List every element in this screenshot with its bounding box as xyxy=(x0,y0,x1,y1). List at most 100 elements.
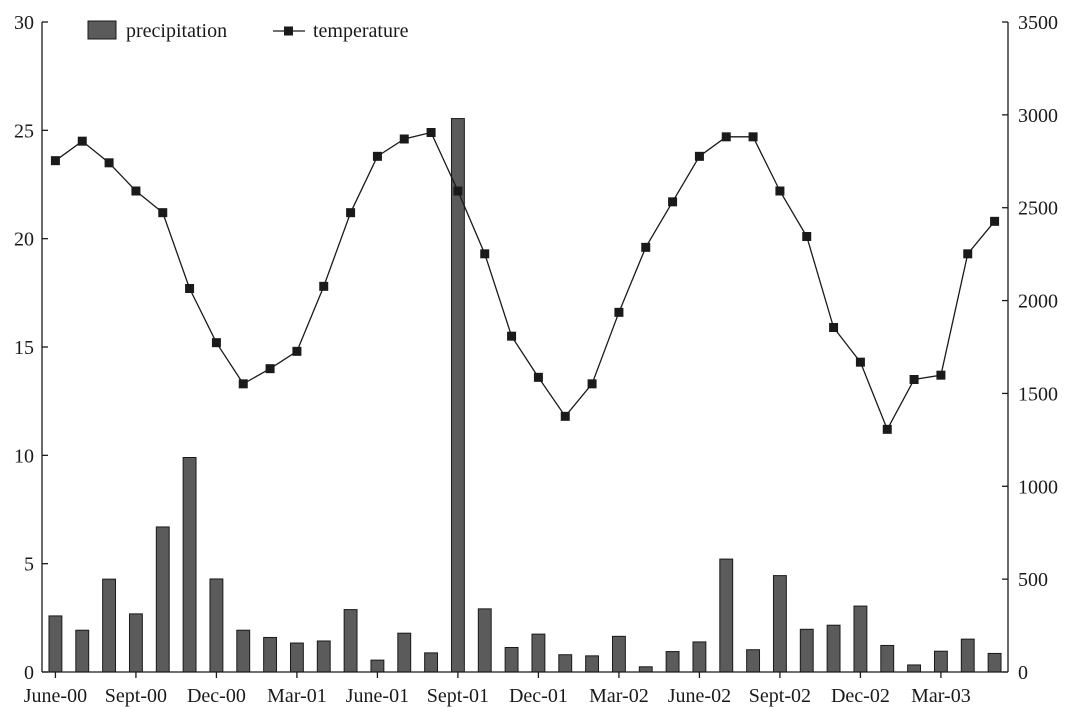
precipitation-bar xyxy=(209,578,224,673)
temperature-point xyxy=(372,151,382,161)
precipitation-bar xyxy=(719,558,734,673)
left-tick-label: 10 xyxy=(14,445,34,467)
legend-temperature-label: temperature xyxy=(313,20,409,42)
temperature-point xyxy=(668,197,678,207)
x-tick-label: Mar-03 xyxy=(911,685,971,707)
temperature-point xyxy=(990,216,1000,226)
precipitation-bar xyxy=(638,666,653,673)
precipitation-bar xyxy=(370,659,385,673)
precipitation-bar xyxy=(880,644,895,673)
left-axis-ticks: 0 5 10 15 20 25 30 xyxy=(14,12,48,684)
temperature-point xyxy=(480,249,490,259)
temperature-point xyxy=(587,379,597,389)
x-tick-label: Dec-01 xyxy=(509,685,568,707)
temperature-point xyxy=(641,242,651,252)
precipitation-bar xyxy=(155,526,170,673)
temperature-point xyxy=(265,364,275,374)
precipitation-bar xyxy=(477,608,492,673)
precipitation-bar xyxy=(665,651,680,673)
x-tick-label: June-01 xyxy=(346,685,409,707)
precipitation-bar xyxy=(853,605,868,673)
temperature-point xyxy=(319,281,329,291)
precipitation-bar xyxy=(960,638,975,673)
right-tick-label: 2500 xyxy=(1018,198,1058,220)
x-tick-label: Mar-01 xyxy=(267,685,327,707)
left-tick-label: 30 xyxy=(14,12,34,34)
plot-area xyxy=(41,22,1009,673)
temperature-point xyxy=(533,372,543,382)
temperature-point xyxy=(104,158,114,168)
temperature-point xyxy=(721,132,731,142)
precipitation-bar xyxy=(182,457,197,673)
temperature-point xyxy=(211,338,221,348)
temperature-point xyxy=(855,357,865,367)
x-tick-label: Dec-00 xyxy=(187,685,246,707)
precipitation-bar xyxy=(933,650,948,673)
x-tick-label: Sept-00 xyxy=(105,685,167,707)
precipitation-bar xyxy=(75,629,90,673)
legend-temperature-marker xyxy=(284,26,293,36)
right-tick-label: 500 xyxy=(1018,569,1048,591)
precipitation-bar xyxy=(907,664,922,673)
temperature-point xyxy=(775,186,785,196)
precipitation-bar xyxy=(316,640,331,673)
precipitation-bar xyxy=(343,609,358,673)
temperature-point xyxy=(802,232,812,241)
temperature-point xyxy=(694,151,704,161)
x-tick-label: Sept-02 xyxy=(749,685,811,707)
temperature-point xyxy=(936,370,946,380)
precipitation-bar xyxy=(826,624,841,673)
precipitation-bar xyxy=(746,649,761,673)
temperature-point xyxy=(909,375,919,384)
temperature-point xyxy=(292,346,302,356)
temperature-point xyxy=(614,307,624,317)
temperature-point xyxy=(963,249,973,259)
precipitation-bar xyxy=(504,646,519,673)
temperature-point xyxy=(748,132,758,142)
right-tick-label: 3500 xyxy=(1018,12,1058,34)
x-tick-label: Sept-01 xyxy=(427,685,489,707)
right-tick-label: 2000 xyxy=(1018,291,1058,313)
precipitation-bar xyxy=(987,652,1002,673)
temperature-point xyxy=(158,208,168,218)
precipitation-bar xyxy=(585,655,600,673)
temperature-point xyxy=(882,424,892,434)
temperature-point xyxy=(399,134,409,144)
temperature-point xyxy=(453,186,463,196)
legend: precipitation temperature xyxy=(87,20,409,42)
temperature-point xyxy=(131,186,141,196)
precipitation-bar xyxy=(424,652,439,673)
right-tick-label: 3000 xyxy=(1018,105,1058,127)
temperature-point xyxy=(560,411,570,421)
precipitation-bar xyxy=(102,578,117,673)
precipitation-bar xyxy=(799,628,814,673)
left-tick-label: 25 xyxy=(14,120,34,142)
precipitation-bar xyxy=(48,615,63,673)
temperature-point xyxy=(185,284,195,293)
left-tick-label: 0 xyxy=(24,662,34,684)
left-tick-label: 20 xyxy=(14,229,34,251)
x-tick-label: Mar-02 xyxy=(589,685,649,707)
precipitation-bar xyxy=(263,636,278,673)
temperature-point xyxy=(50,156,60,166)
temperature-point xyxy=(77,136,87,146)
precipitation-bar xyxy=(558,654,573,673)
left-tick-label: 15 xyxy=(14,337,34,359)
right-axis-ticks: 0 500 1000 1500 2000 2500 3000 3500 xyxy=(1002,12,1058,684)
precipitation-bar xyxy=(611,635,626,673)
temperature-point xyxy=(426,128,436,137)
precipitation-bar xyxy=(531,633,546,673)
legend-precipitation-swatch xyxy=(87,20,117,40)
right-tick-label: 1500 xyxy=(1018,383,1058,405)
right-tick-label: 1000 xyxy=(1018,476,1058,498)
precipitation-bar xyxy=(397,632,412,673)
precipitation-bar xyxy=(692,641,707,673)
temperature-point xyxy=(238,379,248,389)
right-tick-label: 0 xyxy=(1018,662,1028,684)
precipitation-bar xyxy=(236,629,251,673)
temperature-line xyxy=(55,131,996,431)
temperature-point xyxy=(507,331,517,341)
temperature-point xyxy=(829,323,839,332)
temperature-point xyxy=(346,208,356,218)
